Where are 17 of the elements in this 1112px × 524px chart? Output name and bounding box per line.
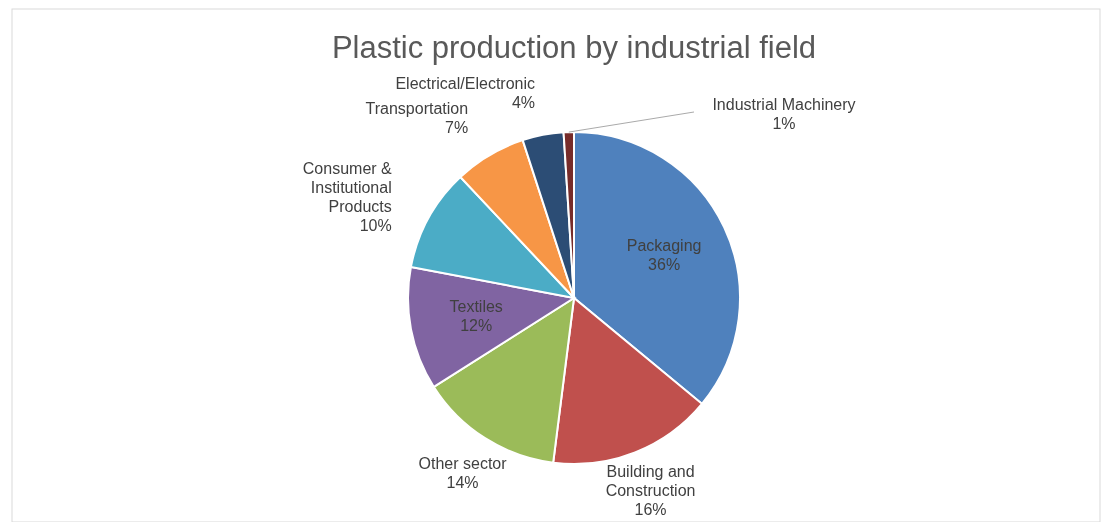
data-label: 16% [634, 501, 667, 519]
slice-label: Textiles [449, 298, 503, 316]
slice-label: Industrial Machinery [712, 95, 856, 113]
slice-label: Transportation [365, 100, 469, 118]
data-label: 36% [648, 256, 681, 274]
data-label: 4% [511, 94, 536, 112]
data-label: 1% [772, 114, 796, 132]
slice-label: Consumer & Institutional Products [302, 160, 393, 216]
data-label: 12% [460, 317, 493, 335]
slice-label: Electrical/Electronic [395, 75, 536, 93]
data-label: 14% [446, 474, 479, 492]
chart-title: Plastic production by industrial field [331, 30, 817, 65]
data-label: 10% [359, 217, 392, 235]
data-label: 7% [444, 119, 469, 137]
slice-label: Other sector [418, 455, 508, 473]
slice-label: Packaging [626, 237, 702, 255]
slice-label: Building and Construction [605, 463, 696, 500]
